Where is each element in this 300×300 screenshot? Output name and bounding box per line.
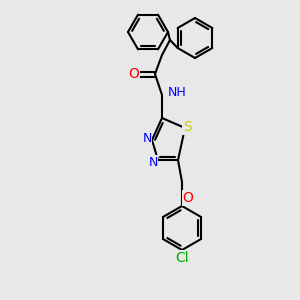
Text: O: O: [183, 191, 194, 205]
Text: S: S: [183, 120, 191, 134]
Text: Cl: Cl: [175, 251, 189, 265]
Text: N: N: [148, 155, 158, 169]
Text: NH: NH: [168, 86, 187, 100]
Text: O: O: [129, 67, 140, 81]
Text: N: N: [142, 131, 152, 145]
